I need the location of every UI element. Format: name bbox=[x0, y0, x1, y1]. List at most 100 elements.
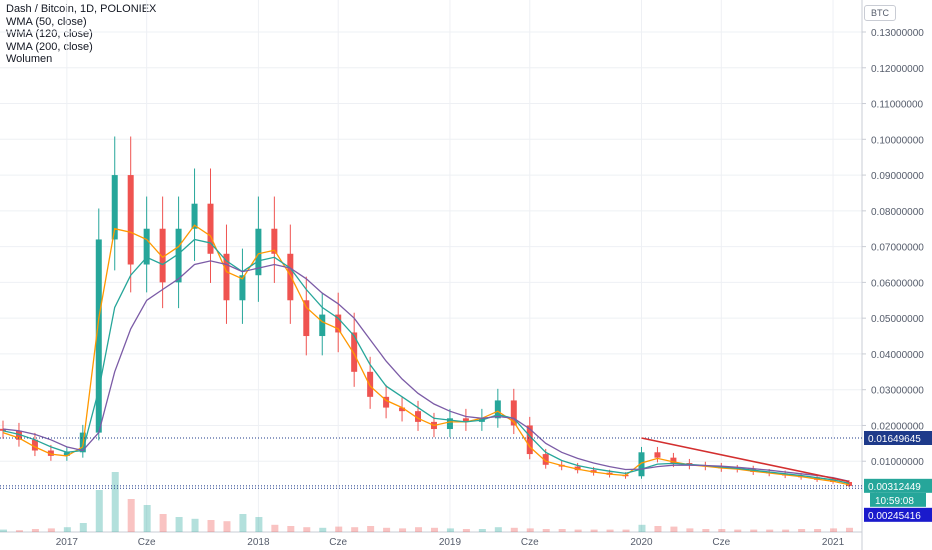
candle-body bbox=[526, 425, 533, 455]
volume-bar bbox=[223, 521, 231, 532]
wma50-line bbox=[2, 224, 850, 486]
candle-body bbox=[207, 203, 214, 254]
volume-bar bbox=[750, 529, 758, 532]
candle-body bbox=[335, 314, 342, 333]
volume-bar bbox=[239, 514, 247, 532]
y-tick-label: 0.04000000 bbox=[871, 350, 924, 361]
y-tick-label: 0.08000000 bbox=[871, 207, 924, 218]
y-tick-label: 0.01000000 bbox=[871, 457, 924, 468]
candle-body bbox=[127, 175, 134, 265]
y-tick-label: 0.03000000 bbox=[871, 386, 924, 397]
candle-body bbox=[542, 454, 549, 465]
candle-body bbox=[15, 430, 22, 440]
level-label-top-bg bbox=[864, 430, 932, 445]
volume-bar bbox=[606, 529, 614, 532]
volume-bar bbox=[654, 526, 662, 532]
volume-bar bbox=[638, 524, 646, 532]
y-tick-label: 0.07000000 bbox=[871, 243, 924, 254]
x-tick-label: 2021 bbox=[822, 537, 845, 548]
volume-bar bbox=[319, 527, 327, 532]
x-axis: 2017 Cze 2018 Cze 2019 Cze 2020 Cze 2021 bbox=[56, 537, 845, 548]
volume-bar bbox=[191, 518, 199, 532]
candle-body bbox=[47, 450, 54, 456]
y-tick-label: 0.13000000 bbox=[871, 28, 924, 39]
candle-body bbox=[303, 300, 310, 337]
volume-bar bbox=[766, 529, 774, 532]
trendline bbox=[641, 437, 850, 483]
volume-bar bbox=[159, 514, 167, 532]
candle-body bbox=[574, 466, 581, 471]
volume-bar bbox=[207, 520, 215, 532]
candle-body bbox=[63, 452, 70, 456]
volume-bar bbox=[670, 526, 678, 532]
candle-body bbox=[462, 418, 469, 422]
volume-bar bbox=[303, 527, 311, 532]
candle-body bbox=[31, 439, 38, 451]
volume-bar bbox=[383, 527, 391, 532]
candle-body bbox=[670, 457, 677, 464]
volume-bar bbox=[542, 529, 550, 532]
volume-bar bbox=[462, 529, 470, 532]
volume-bar bbox=[622, 529, 630, 532]
wma200-line bbox=[2, 260, 850, 482]
candle-body bbox=[415, 411, 422, 422]
candle-body bbox=[494, 400, 501, 419]
last-price-label-bg bbox=[864, 478, 932, 493]
symbol-title[interactable]: Dash / Bitcoin, 1D, POLONIEX bbox=[6, 3, 157, 15]
volume-bar bbox=[686, 528, 694, 532]
volume-bar bbox=[271, 524, 279, 532]
volume-bar bbox=[127, 499, 135, 532]
volume-bar bbox=[47, 528, 55, 532]
volume-bar bbox=[510, 527, 518, 532]
volume-bar bbox=[287, 526, 295, 532]
candle-body bbox=[446, 418, 453, 430]
volume-bar bbox=[111, 472, 119, 532]
currency-badge[interactable]: BTC bbox=[864, 5, 896, 21]
candle-body bbox=[191, 203, 198, 229]
volume-bar bbox=[830, 528, 838, 532]
candle-body bbox=[111, 175, 118, 240]
volume-bar bbox=[846, 527, 853, 532]
candle-body bbox=[159, 228, 166, 283]
level-label-low: 0.00245416 bbox=[868, 511, 921, 522]
x-tick-label: Cze bbox=[138, 537, 156, 548]
volume-bar bbox=[798, 529, 806, 532]
volume-bar bbox=[79, 523, 87, 532]
volume-bar bbox=[63, 527, 71, 532]
indicator-wma120-label[interactable]: WMA (120, close) bbox=[6, 28, 93, 40]
candle-body bbox=[638, 452, 645, 477]
volume-bar bbox=[15, 530, 23, 532]
volume-bar bbox=[478, 529, 486, 532]
x-tick-label: Cze bbox=[521, 537, 539, 548]
wma120-line bbox=[2, 238, 850, 485]
volume-bar bbox=[0, 529, 7, 532]
volume-bar bbox=[335, 526, 343, 532]
indicator-volume-label[interactable]: Wolumen bbox=[6, 53, 53, 65]
level-lines-layer bbox=[0, 437, 862, 489]
candle-body bbox=[510, 400, 517, 426]
volume-bar bbox=[702, 529, 710, 532]
volume-bar bbox=[31, 529, 39, 532]
volume-bar bbox=[574, 529, 582, 532]
candle-body bbox=[143, 228, 150, 265]
y-tick-label: 0.12000000 bbox=[871, 64, 924, 75]
candle-body bbox=[271, 228, 278, 254]
x-tick-label: Cze bbox=[712, 537, 730, 548]
volume-bar bbox=[446, 528, 454, 532]
volume-layer bbox=[0, 472, 853, 532]
volume-bar bbox=[175, 517, 183, 532]
indicator-wma200-label[interactable]: WMA (200, close) bbox=[6, 40, 93, 53]
candle-body bbox=[399, 407, 406, 412]
x-tick-label: 2019 bbox=[439, 537, 462, 548]
grid-layer bbox=[0, 0, 862, 532]
y-tick-label: 0.05000000 bbox=[871, 314, 924, 325]
volume-bar bbox=[95, 490, 103, 532]
x-tick-label: Cze bbox=[329, 537, 347, 548]
volume-bar bbox=[415, 527, 423, 532]
last-price-label: 0.00312449 bbox=[868, 482, 921, 493]
x-tick-label: 2020 bbox=[630, 537, 653, 548]
y-tick-label: 0.10000000 bbox=[871, 135, 924, 146]
x-tick-label: 2018 bbox=[247, 537, 270, 548]
y-tick-label: 0.06000000 bbox=[871, 278, 924, 289]
